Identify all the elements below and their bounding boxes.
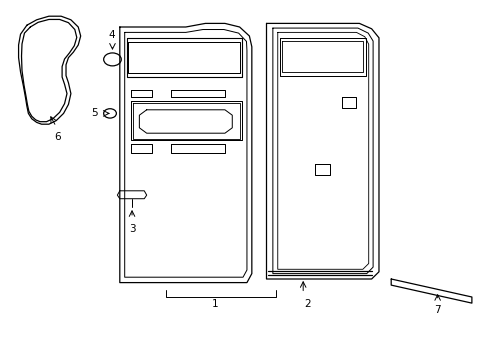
Text: 5: 5	[91, 108, 98, 118]
Text: 2: 2	[304, 299, 311, 309]
Text: 3: 3	[128, 224, 135, 234]
Text: 1: 1	[211, 299, 218, 309]
Text: 6: 6	[54, 132, 61, 143]
Text: 7: 7	[433, 305, 440, 315]
Text: 4: 4	[108, 30, 115, 40]
